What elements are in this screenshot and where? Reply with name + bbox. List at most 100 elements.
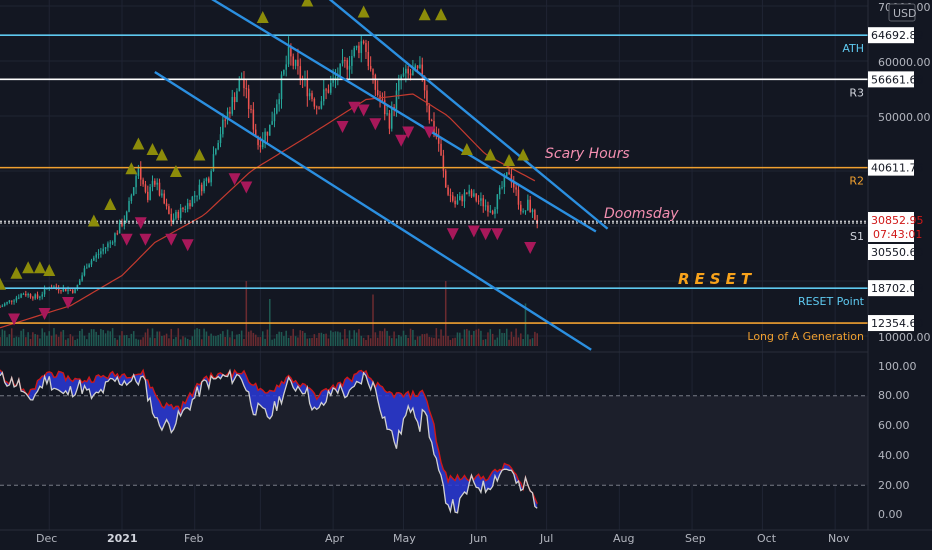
- candle-body: [236, 91, 238, 103]
- volume-bar: [50, 335, 53, 346]
- candle-body: [104, 247, 107, 249]
- volume-bar: [130, 333, 133, 346]
- rsi-tick-0: 0.00: [878, 508, 903, 521]
- volume-bar: [374, 332, 377, 346]
- rsi-axis[interactable]: 100.00 80.00 60.00 40.00 20.00 0.00: [878, 360, 917, 521]
- volume-bar: [461, 338, 463, 346]
- volume-bar: [529, 339, 531, 346]
- volume-bar: [388, 335, 391, 346]
- volume-bar: [149, 337, 151, 346]
- volume-bar: [90, 329, 93, 346]
- candle-body: [114, 233, 116, 243]
- candle-body: [311, 93, 313, 100]
- candle-body: [524, 210, 527, 212]
- volume-bar: [104, 333, 107, 346]
- last-price-countdown: 07:43:01: [873, 228, 922, 241]
- volume-bar: [210, 333, 212, 346]
- volume-bar: [379, 330, 381, 346]
- signal-up-triangle: [132, 137, 145, 150]
- signal-down-triangle: [120, 233, 133, 246]
- candle-body: [69, 289, 72, 291]
- price-tick-60000: 60000.00: [878, 56, 931, 69]
- signal-down-triangle: [38, 308, 51, 320]
- candle-body: [372, 69, 374, 75]
- volume-bar: [172, 338, 175, 346]
- volume-bar: [154, 338, 156, 346]
- candle-body: [208, 178, 210, 183]
- candle-body: [74, 289, 76, 293]
- level-tag-text-1: 56661.68: [871, 73, 924, 86]
- candle-body: [10, 300, 13, 302]
- volume-bar: [6, 337, 8, 346]
- candle-body: [315, 106, 318, 108]
- volume-bar: [496, 337, 499, 346]
- candle-body: [473, 193, 475, 197]
- time-tick-dec: Dec: [36, 532, 57, 545]
- volume-bar: [261, 331, 264, 346]
- candle-body: [198, 184, 201, 196]
- volume-bar: [25, 337, 27, 346]
- candle-body: [327, 89, 330, 93]
- volume-bar: [536, 333, 538, 346]
- candle-body: [88, 264, 90, 268]
- signal-down-triangle: [134, 217, 147, 230]
- candle-body: [447, 187, 449, 195]
- annotation-reset: RESET: [678, 270, 756, 288]
- candle-body: [503, 176, 506, 188]
- volume-bar: [48, 331, 51, 346]
- volume-bar: [362, 337, 365, 346]
- candle-body: [494, 209, 496, 214]
- candle-body: [41, 294, 43, 297]
- candle-body: [203, 181, 205, 192]
- currency-button[interactable]: USD: [888, 3, 917, 22]
- volume-bar: [498, 329, 501, 346]
- candle-body: [360, 41, 363, 53]
- candle-body: [517, 189, 520, 205]
- volume-bar: [344, 328, 346, 346]
- level-tag-bg-4: [868, 280, 914, 297]
- candle-body: [325, 89, 327, 91]
- volume-bar: [402, 330, 405, 346]
- volume-bar: [231, 331, 234, 346]
- volume-bar: [491, 333, 494, 346]
- volume-bar: [487, 332, 489, 346]
- volume-bar: [67, 338, 69, 346]
- candle-body: [259, 145, 262, 148]
- last-price-value: 30852.95: [871, 214, 924, 227]
- volume-bar: [299, 330, 302, 346]
- signal-down-triangle: [165, 233, 178, 246]
- candle-body: [78, 280, 81, 285]
- candle-body: [290, 46, 292, 57]
- volume-bar: [454, 337, 456, 346]
- volume-bar: [510, 331, 513, 346]
- volume-bar: [304, 332, 306, 346]
- time-axis[interactable]: Dec 2021 Feb Apr May Jun Jul Aug Sep Oct…: [36, 532, 850, 545]
- volume-bar: [88, 332, 90, 346]
- volume-bar: [184, 337, 187, 346]
- volume-bar: [236, 334, 238, 346]
- candle-body: [269, 124, 271, 136]
- volume-bar: [346, 338, 348, 346]
- candle-body: [412, 70, 414, 76]
- signal-up-triangle: [43, 264, 56, 276]
- volume-bar: [217, 335, 219, 346]
- volume-bar: [482, 339, 485, 346]
- candle-body: [428, 105, 431, 121]
- volume-bar: [391, 338, 393, 346]
- candle-body: [496, 194, 499, 210]
- candle-body: [353, 47, 356, 57]
- signal-down-triangle: [479, 228, 492, 241]
- level-label-1: R3: [849, 86, 864, 99]
- rsi-main-line: [0, 368, 538, 514]
- volume-bar: [212, 335, 215, 346]
- volume-bar: [189, 339, 191, 346]
- candle-body: [200, 184, 203, 192]
- candle-body: [344, 60, 346, 62]
- candle-body: [107, 243, 109, 248]
- volume-bar: [398, 334, 400, 346]
- candle-body: [111, 242, 114, 244]
- candle-body: [142, 179, 144, 185]
- signal-down-triangle: [524, 242, 537, 254]
- candle-body: [219, 134, 222, 143]
